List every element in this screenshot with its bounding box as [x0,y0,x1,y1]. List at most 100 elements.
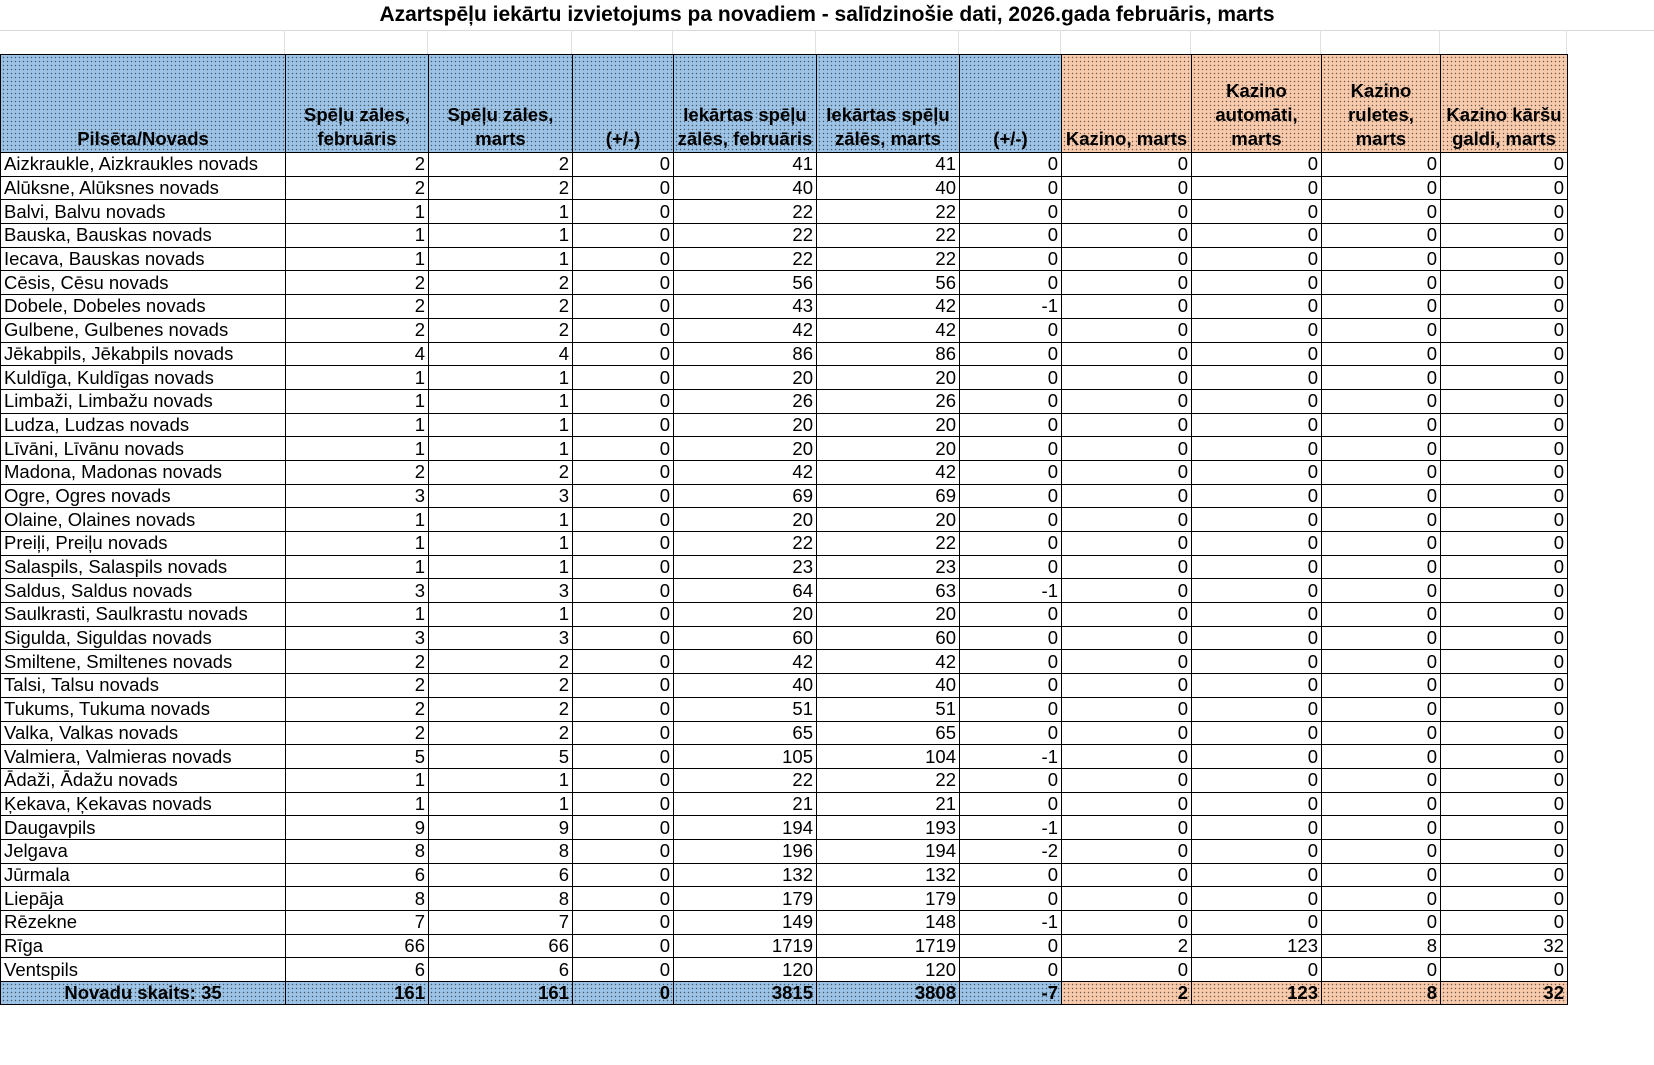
cell-value[interactable]: 0 [1191,554,1322,580]
cell-value[interactable]: 1 [428,365,573,390]
cell-value[interactable]: 0 [1440,602,1568,627]
cell-value[interactable]: 1 [285,436,429,461]
cell-value[interactable]: 1 [428,199,573,225]
cell-value[interactable]: 0 [1061,862,1192,888]
cell-value[interactable]: 2 [428,294,573,319]
cell-value[interactable]: 0 [959,957,1062,983]
cell-value[interactable]: 193 [816,815,960,840]
cell-value[interactable]: 3 [285,625,429,651]
cell-value[interactable]: 0 [1321,744,1441,769]
cell-location[interactable]: Rīga [0,933,286,959]
cell-value[interactable]: 1 [428,388,573,414]
cell-value[interactable]: 2 [285,649,429,675]
cell-value[interactable]: 0 [1440,270,1568,296]
cell-value[interactable]: 0 [1440,341,1568,367]
cell-value[interactable]: 0 [959,365,1062,390]
total-value[interactable]: 3815 [673,981,817,1006]
cell-value[interactable]: 66 [428,933,573,959]
cell-value[interactable]: 0 [959,436,1062,461]
cell-value[interactable]: 0 [1440,862,1568,888]
cell-value[interactable]: 0 [1061,602,1192,627]
total-value[interactable]: 161 [428,981,573,1006]
cell-value[interactable]: 0 [1321,886,1441,911]
cell-value[interactable]: 0 [1061,246,1192,272]
cell-location[interactable]: Ventspils [0,957,286,983]
cell-value[interactable]: 56 [816,270,960,296]
cell-value[interactable]: 66 [285,933,429,959]
cell-value[interactable]: 2 [428,673,573,698]
cell-value[interactable]: 64 [673,578,817,604]
cell-value[interactable]: 0 [1440,815,1568,840]
cell-location[interactable]: Saldus, Saldus novads [0,578,286,604]
cell-value[interactable]: 0 [959,246,1062,272]
cell-value[interactable]: 42 [816,294,960,319]
cell-value[interactable]: 20 [673,365,817,390]
cell-value[interactable]: 6 [428,862,573,888]
cell-value[interactable]: 2 [428,720,573,746]
total-value[interactable]: 161 [285,981,429,1006]
cell-value[interactable]: 0 [959,791,1062,817]
cell-value[interactable]: 0 [1440,294,1568,319]
cell-value[interactable]: 0 [1321,152,1441,177]
cell-value[interactable]: 20 [673,412,817,438]
cell-value[interactable]: 9 [285,815,429,840]
cell-value[interactable]: 41 [673,152,817,177]
cell-value[interactable]: 0 [1321,578,1441,604]
cell-value[interactable]: 194 [816,838,960,864]
cell-value[interactable]: 2 [428,152,573,177]
cell-location[interactable]: Ogre, Ogres novads [0,483,286,509]
cell-value[interactable]: 0 [1191,578,1322,604]
cell-value[interactable]: 0 [572,294,674,319]
cell-value[interactable]: 2 [285,696,429,722]
cell-value[interactable]: 1 [285,199,429,225]
cell-value[interactable]: 1 [285,767,429,793]
cell-value[interactable]: 0 [959,767,1062,793]
cell-value[interactable]: 1 [285,365,429,390]
cell-value[interactable]: 0 [1191,246,1322,272]
cell-value[interactable]: 194 [673,815,817,840]
cell-location[interactable]: Liepāja [0,886,286,911]
total-label[interactable]: Novadu skaits: 35 [0,981,286,1006]
cell-value[interactable]: 0 [572,838,674,864]
cell-value[interactable]: 40 [816,673,960,698]
cell-value[interactable]: 20 [816,507,960,532]
cell-value[interactable]: 1 [285,507,429,532]
cell-value[interactable]: 2 [285,317,429,343]
cell-location[interactable]: Jēkabpils, Jēkabpils novads [0,341,286,367]
cell-value[interactable]: 0 [1440,199,1568,225]
cell-value[interactable]: 3 [285,483,429,509]
cell-value[interactable]: 0 [1191,791,1322,817]
cell-value[interactable]: 51 [673,696,817,722]
cell-value[interactable]: 21 [816,791,960,817]
cell-value[interactable]: 0 [1440,838,1568,864]
cell-value[interactable]: 0 [959,317,1062,343]
cell-value[interactable]: 0 [1321,554,1441,580]
cell-value[interactable]: 0 [1191,388,1322,414]
cell-value[interactable]: 0 [1321,412,1441,438]
cell-value[interactable]: 0 [1191,531,1322,556]
cell-value[interactable]: 0 [572,483,674,509]
cell-value[interactable]: 0 [1061,199,1192,225]
cell-value[interactable]: 0 [959,602,1062,627]
cell-value[interactable]: 0 [1440,436,1568,461]
cell-value[interactable]: 3 [285,578,429,604]
cell-value[interactable]: 22 [673,199,817,225]
cell-location[interactable]: Cēsis, Cēsu novads [0,270,286,296]
cell-location[interactable]: Limbaži, Limbažu novads [0,388,286,414]
cell-location[interactable]: Salaspils, Salaspils novads [0,554,286,580]
cell-value[interactable]: 0 [1440,531,1568,556]
cell-value[interactable]: 1 [428,223,573,248]
cell-value[interactable]: 8 [285,838,429,864]
cell-value[interactable]: 0 [959,270,1062,296]
cell-location[interactable]: Smiltene, Smiltenes novads [0,649,286,675]
cell-value[interactable]: 20 [816,436,960,461]
cell-value[interactable]: 196 [673,838,817,864]
cell-value[interactable]: 0 [572,341,674,367]
cell-value[interactable]: 0 [572,270,674,296]
cell-value[interactable]: 23 [673,554,817,580]
cell-value[interactable]: 0 [1321,483,1441,509]
cell-value[interactable]: 0 [1440,696,1568,722]
cell-location[interactable]: Sigulda, Siguldas novads [0,625,286,651]
total-value[interactable]: -7 [959,981,1062,1006]
cell-value[interactable]: 0 [1321,270,1441,296]
